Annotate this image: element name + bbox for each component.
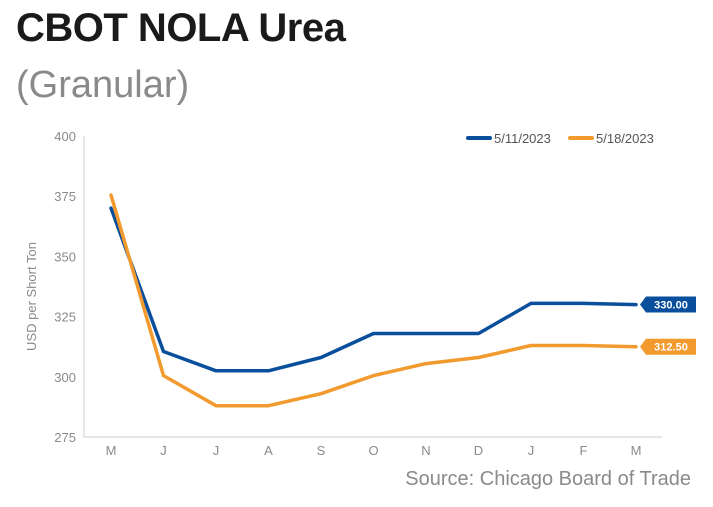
x-tick-label: S bbox=[317, 443, 326, 458]
end-tag-shape bbox=[640, 296, 696, 313]
x-tick-label: O bbox=[368, 443, 378, 458]
series-line-2 bbox=[109, 193, 638, 408]
x-tick-label: D bbox=[474, 443, 483, 458]
y-tick-label: 325 bbox=[54, 310, 76, 325]
end-value-tags: 330.00 312.50 bbox=[640, 296, 696, 355]
legend-label: 5/18/2023 bbox=[596, 131, 654, 146]
legend-item-2: 5/18/2023 bbox=[568, 131, 654, 146]
x-tick-label: M bbox=[106, 443, 117, 458]
chart-title: CBOT NOLA Urea bbox=[16, 6, 346, 50]
y-tick-label: 300 bbox=[54, 370, 76, 385]
end-value-tag-1: 330.00 bbox=[640, 296, 696, 313]
series-line-1 bbox=[109, 206, 638, 373]
x-tick-label: N bbox=[421, 443, 430, 458]
y-axis-label: USD per Short Ton bbox=[24, 242, 39, 351]
end-value-tag-2: 312.50 bbox=[640, 338, 696, 355]
chart-subtitle: (Granular) bbox=[16, 64, 190, 106]
legend-item-1: 5/11/2023 bbox=[466, 131, 551, 146]
end-tag-label: 312.50 bbox=[654, 342, 688, 354]
end-tag-shape bbox=[640, 338, 696, 355]
legend-label: 5/11/2023 bbox=[494, 131, 551, 146]
x-tick-label: M bbox=[631, 443, 642, 458]
chart-legend: 5/11/2023 5/18/2023 bbox=[466, 131, 654, 146]
chart-axes bbox=[83, 136, 662, 438]
x-tick-label: J bbox=[213, 443, 220, 458]
y-tick-label: 350 bbox=[54, 249, 76, 264]
source-note: Source: Chicago Board of Trade bbox=[405, 468, 691, 490]
x-tick-label: J bbox=[528, 443, 535, 458]
x-tick-label: F bbox=[580, 443, 588, 458]
series-lines bbox=[109, 193, 638, 408]
y-tick-label: 275 bbox=[54, 430, 76, 445]
y-axis-ticks: 275 300 325 350 375 400 bbox=[54, 129, 76, 445]
y-tick-label: 375 bbox=[54, 189, 76, 204]
y-tick-label: 400 bbox=[54, 129, 76, 144]
x-tick-label: J bbox=[160, 443, 167, 458]
end-tag-label: 330.00 bbox=[654, 300, 688, 312]
x-tick-label: A bbox=[264, 443, 273, 458]
